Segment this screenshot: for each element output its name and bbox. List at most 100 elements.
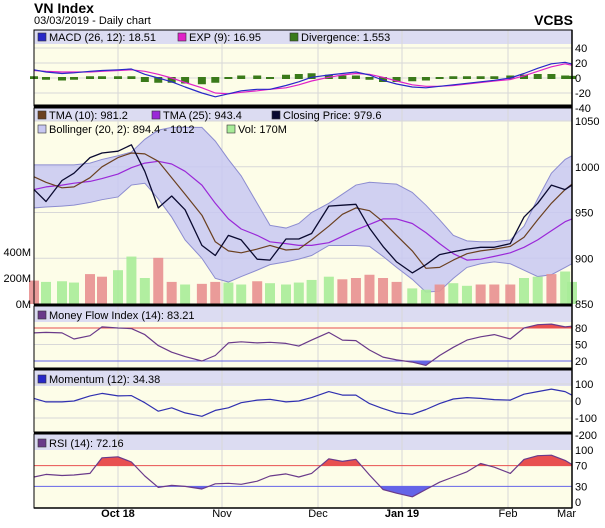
- tma25-legend: TMA (25): 943.4: [163, 110, 242, 122]
- divergence-bar: [421, 77, 430, 81]
- volume-bar: [519, 278, 529, 304]
- mfi-tick-label: 20: [575, 356, 587, 368]
- divergence-bar: [379, 77, 388, 82]
- tma10-legend: TMA (10): 981.2: [49, 110, 128, 122]
- momentum-tick-label: -100: [575, 413, 597, 425]
- panel-header-band: [34, 370, 572, 386]
- divergence-bar: [167, 77, 176, 83]
- volume-bar: [337, 279, 348, 304]
- volume-bar: [461, 285, 472, 304]
- price-tick-label: 950: [575, 208, 593, 220]
- volume-bar: [97, 276, 107, 304]
- macd-tick-label: -40: [575, 103, 591, 115]
- divergence-bar: [449, 76, 458, 79]
- tma10-swatch: [37, 110, 47, 120]
- divergence-bar: [435, 77, 444, 79]
- macd-tick-label: 20: [575, 58, 587, 70]
- rsi-tick-label: 30: [575, 481, 587, 493]
- volume-bar: [281, 284, 291, 304]
- axis-labels: 40200-20-4010501000950900850400M200M0M80…: [3, 43, 599, 520]
- divergence-bar: [98, 76, 106, 79]
- momentum-tick-label: 0: [575, 396, 581, 408]
- volume-bar: [69, 282, 79, 304]
- volume-bar: [210, 281, 221, 304]
- macd-tick-label: -20: [575, 88, 591, 100]
- volume-bar: [265, 283, 275, 304]
- divergence-bar: [237, 75, 246, 79]
- divergence-bar: [282, 74, 290, 79]
- volume-bar: [196, 283, 207, 304]
- volume-tick-label: 200M: [3, 273, 31, 285]
- close-legend: Closing Price: 979.6: [283, 110, 381, 122]
- chart-title: VN Index: [34, 0, 94, 16]
- divergence-bar: [181, 77, 190, 84]
- volume-bar: [532, 276, 543, 304]
- momentum-tick-label: -200: [575, 430, 597, 442]
- divergence-bar: [266, 77, 274, 79]
- divergence-bar: [140, 77, 149, 82]
- divergence-bar: [114, 76, 122, 79]
- mfi-line: [33, 323, 573, 366]
- bollinger-swatch: [37, 124, 47, 134]
- momentum-swatch: [37, 374, 47, 384]
- volume-legend: Vol: 170M: [238, 124, 287, 136]
- divergence-bar: [127, 76, 136, 79]
- volume-bar: [293, 282, 304, 304]
- divergence-bar: [490, 76, 499, 79]
- chart-subtitle: 03/03/2019 - Daily chart: [34, 15, 151, 27]
- volume-bar: [236, 284, 247, 304]
- mfi-tick-label: 80: [575, 323, 587, 335]
- volume-swatch: [226, 124, 236, 134]
- divergence-bar: [392, 77, 401, 82]
- volume-bar: [180, 284, 191, 304]
- volume-bar: [505, 284, 516, 304]
- divergence-legend: Divergence: 1.553: [301, 32, 390, 44]
- mfi-tick-label: 50: [575, 340, 587, 352]
- divergence-bar: [197, 77, 206, 85]
- panel-bg: [34, 108, 572, 304]
- price-tick-label: 1050: [575, 116, 599, 128]
- divergence-bar: [58, 77, 66, 81]
- divergence-bar: [520, 74, 528, 79]
- panel-header-band: [34, 108, 572, 121]
- divergence-bar: [294, 74, 303, 79]
- volume-bar: [139, 278, 150, 304]
- legends: MACD (26, 12): 18.51 EXP (9): 16.95 Dive…: [37, 32, 390, 450]
- divergence-bar: [338, 75, 347, 79]
- volume-tick-label: 0M: [16, 299, 31, 311]
- volume-bar: [126, 256, 137, 304]
- volume-bar: [475, 284, 486, 304]
- bollinger-legend: Bollinger (20, 2): 894.4 - 1012: [49, 124, 195, 136]
- brand-label: VCBS: [534, 12, 573, 28]
- divergence-bar: [533, 74, 542, 79]
- divergence-bar: [42, 77, 50, 80]
- divergence-bar: [365, 77, 374, 80]
- x-tick-label: Oct 18: [101, 508, 135, 520]
- volume-bar: [153, 257, 164, 304]
- x-tick-label: Jan 19: [385, 508, 419, 520]
- momentum-legend: Momentum (12): 34.38: [49, 374, 160, 386]
- volume-bar: [350, 278, 361, 304]
- divergence-bar: [307, 73, 316, 79]
- panel-header-band: [34, 306, 572, 322]
- rsi-tick-label: 70: [575, 461, 587, 473]
- divergence-bar: [476, 76, 485, 79]
- divergence-bar: [462, 76, 471, 79]
- volume-bar: [57, 281, 67, 304]
- divergence-bar: [224, 77, 233, 79]
- panel-backgrounds: [34, 30, 572, 508]
- exp-legend: EXP (9): 16.95: [189, 32, 261, 44]
- volume-bar: [223, 282, 234, 304]
- volume-bar: [407, 288, 418, 304]
- panel-frames: [33, 29, 573, 509]
- price-tick-label: 850: [575, 299, 593, 311]
- mfi-overbought-fill: [524, 324, 572, 328]
- volume-bar: [546, 274, 557, 304]
- panel-header-band: [34, 434, 572, 450]
- rsi-oversold-fill: [380, 486, 432, 497]
- divergence-bar: [547, 74, 556, 79]
- volume-bar: [434, 284, 445, 304]
- close-swatch: [271, 110, 281, 120]
- mfi-swatch: [37, 310, 47, 320]
- volume-tick-label: 400M: [3, 247, 31, 259]
